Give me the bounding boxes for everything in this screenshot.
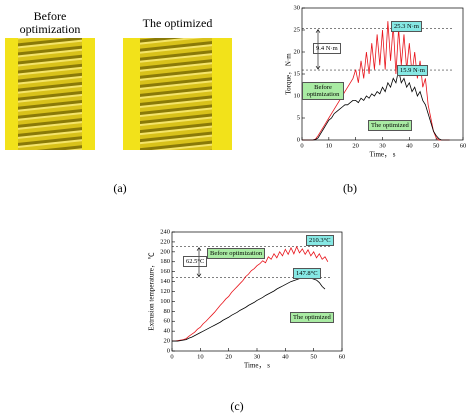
y-tick-label: 160	[160, 268, 170, 275]
x-tick-label: 0	[300, 142, 303, 149]
data-line	[302, 69, 450, 141]
y-tick-label: 60	[164, 318, 171, 325]
y-tick-label: 140	[160, 278, 170, 285]
x-tick-label: 60	[460, 142, 467, 149]
y-tick-label: 5	[297, 114, 300, 121]
panel-caption: (c)	[230, 399, 244, 413]
y-tick-label: 25	[294, 26, 301, 33]
x-tick-label: 40	[406, 142, 413, 149]
x-tick-label: 30	[254, 353, 261, 360]
legend-label: Before optimization	[302, 82, 344, 100]
x-tick-label: 60	[339, 353, 346, 360]
x-axis-label: Time， s	[369, 151, 395, 159]
y-axis-label: Torque， N·m	[285, 53, 293, 95]
data-line	[302, 21, 450, 141]
y-tick-label: 120	[160, 288, 170, 295]
x-tick-label: 0	[170, 353, 173, 360]
annotation: 210.3°C	[306, 235, 334, 246]
panel-caption: (a)	[113, 181, 127, 195]
panel-caption: (b)	[343, 181, 357, 195]
y-axis-label: Extrusion temperature， ℃	[148, 252, 156, 330]
image-label: The optimized	[142, 16, 213, 30]
y-tick-label: 30	[294, 4, 301, 11]
y-tick-label: 15	[294, 70, 301, 77]
x-tick-label: 10	[326, 142, 333, 149]
data-line	[172, 245, 329, 342]
image-label: Before optimization	[19, 9, 81, 36]
x-tick-label: 20	[225, 353, 232, 360]
legend-label: Before optimization	[207, 248, 266, 259]
y-tick-label: 100	[160, 298, 170, 305]
annotation: 9.4 N·m	[313, 43, 341, 54]
y-tick-label: 240	[160, 228, 170, 235]
annotation: 15.9 N·m	[397, 65, 428, 76]
y-tick-label: 40	[164, 328, 171, 335]
x-tick-label: 50	[310, 353, 317, 360]
y-tick-label: 220	[160, 238, 170, 245]
arrow-head	[196, 247, 202, 278]
x-tick-label: 50	[433, 142, 440, 149]
y-tick-label: 0	[167, 347, 170, 354]
arrow-head	[315, 29, 321, 70]
x-tick-label: 20	[352, 142, 359, 149]
annotation: 62.5°C	[183, 256, 208, 267]
y-tick-label: 200	[160, 248, 170, 255]
annotation: 25.3 N·m	[391, 21, 422, 32]
x-tick-label: 40	[282, 353, 289, 360]
x-axis-label: Time， s	[244, 362, 270, 370]
y-tick-label: 20	[164, 338, 171, 345]
x-tick-label: 10	[197, 353, 204, 360]
annotation: 147.8°C	[293, 268, 321, 279]
screw-image	[18, 38, 82, 150]
x-tick-label: 30	[379, 142, 386, 149]
y-tick-label: 10	[294, 92, 301, 99]
y-tick-label: 0	[297, 136, 300, 143]
screw-image	[140, 38, 212, 150]
y-tick-label: 80	[164, 308, 171, 315]
legend-label: The optimized	[368, 120, 412, 131]
y-tick-label: 20	[294, 48, 301, 55]
y-tick-label: 180	[160, 258, 170, 265]
legend-label: The optimized	[290, 312, 334, 323]
